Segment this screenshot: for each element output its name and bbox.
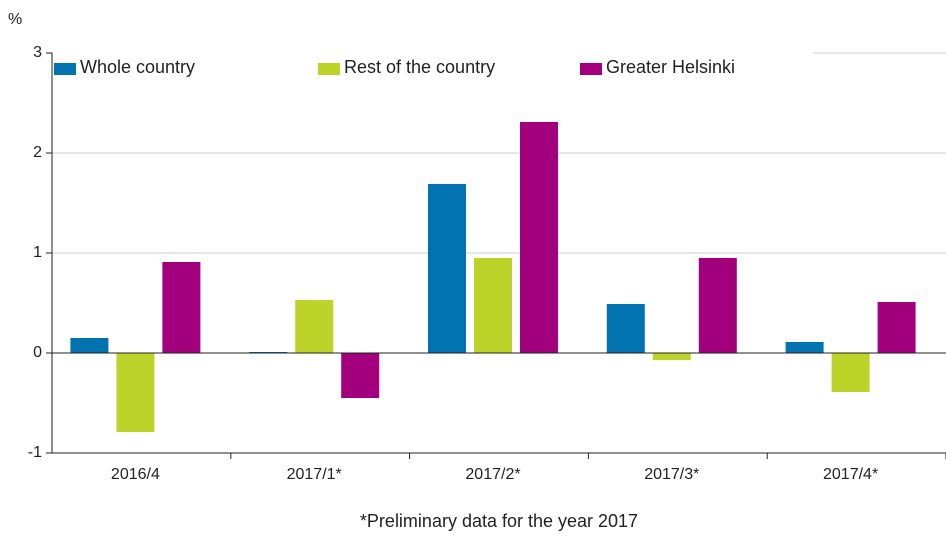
bar	[428, 184, 466, 353]
legend-swatch	[54, 63, 76, 75]
legend-label: Rest of the country	[344, 57, 495, 77]
legend-label: Whole country	[80, 57, 195, 77]
y-tick-label: 2	[33, 144, 42, 161]
legend-swatch	[318, 63, 340, 75]
bar	[520, 122, 558, 353]
x-tick-label: 2017/3*	[644, 466, 699, 483]
x-tick-label: 2017/2*	[465, 466, 520, 483]
bar	[652, 353, 691, 360]
bar	[606, 304, 645, 353]
bar	[116, 353, 155, 432]
bar	[341, 353, 380, 398]
bar	[474, 258, 512, 353]
y-axis-label: %	[8, 11, 22, 28]
bar	[70, 338, 109, 353]
x-axis-label: *Preliminary data for the year 2017	[360, 511, 638, 531]
y-tick-label: 3	[33, 44, 42, 61]
y-tick-label: -1	[28, 444, 42, 461]
bar	[698, 258, 737, 353]
x-tick-label: 2017/1*	[287, 466, 342, 483]
x-tick-label: 2016/4	[111, 466, 160, 483]
bar	[162, 262, 201, 353]
x-tick-label: 2017/4*	[823, 466, 878, 483]
y-tick-label: 1	[33, 244, 42, 261]
bar	[831, 353, 870, 392]
legend-background	[53, 43, 813, 77]
y-tick-label: 0	[33, 344, 42, 361]
legend-swatch	[580, 63, 602, 75]
bar	[785, 342, 824, 353]
legend-label: Greater Helsinki	[606, 57, 735, 77]
bar	[877, 302, 916, 353]
bar	[295, 300, 334, 353]
